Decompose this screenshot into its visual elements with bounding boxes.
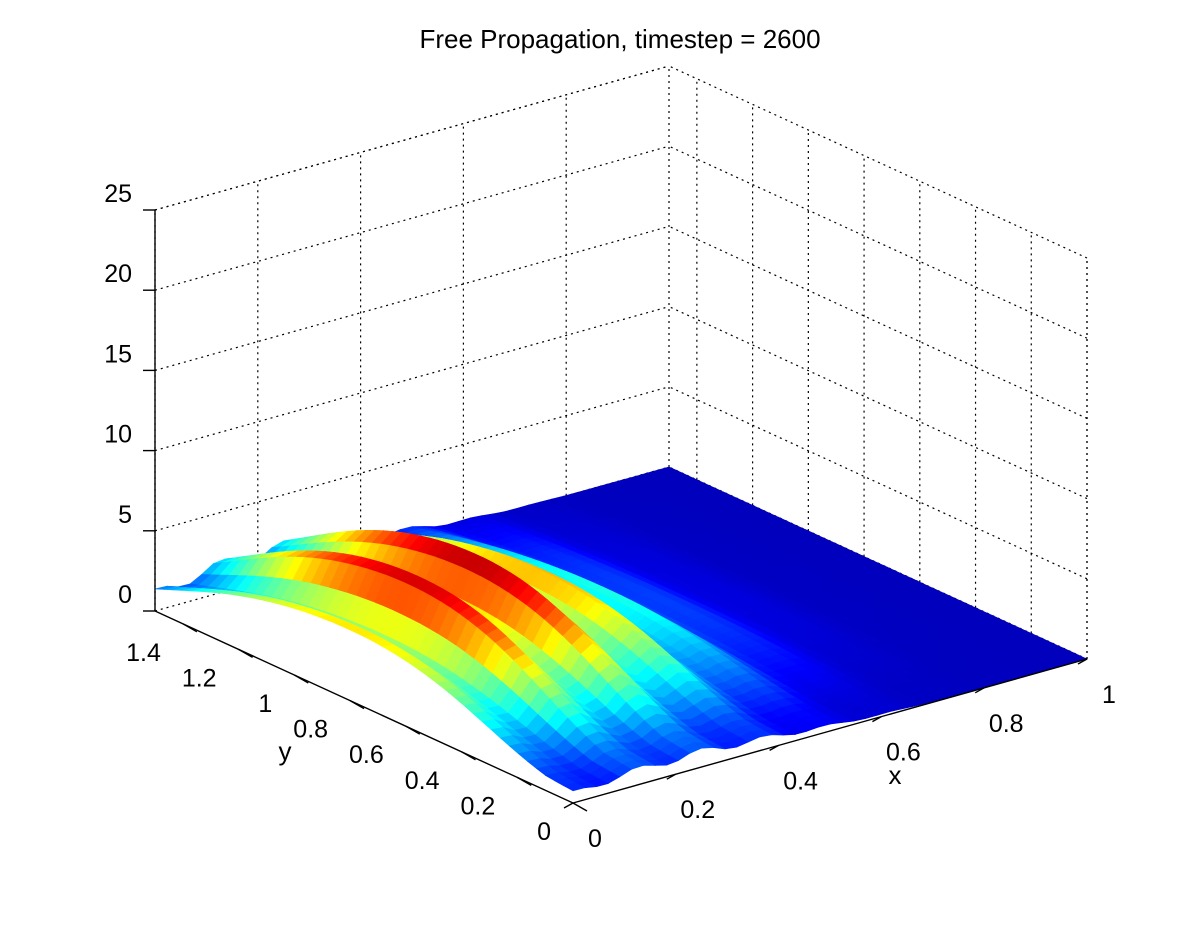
y-axis-label: y (279, 736, 292, 766)
grid-line-z (154, 386, 670, 532)
grid-line-z (668, 386, 1088, 580)
z-tick-label: 0 (118, 581, 132, 609)
surface (154, 466, 1088, 792)
x-tick (1077, 658, 1088, 665)
y-tick-label: 0.4 (405, 767, 440, 795)
x-tick (666, 773, 677, 780)
y-tick-label: 0.8 (293, 716, 328, 744)
grid-line-z (668, 65, 1088, 259)
chart-title: Free Propagation, timestep = 2600 (419, 24, 820, 54)
grid-line-z (668, 306, 1088, 500)
y-tick (238, 648, 253, 659)
z-tick-label: 10 (104, 421, 132, 449)
grid-line-z (154, 65, 670, 211)
x-axis-label: x (889, 760, 902, 790)
grid-line-z (154, 225, 670, 371)
y-tick (516, 776, 532, 787)
z-tick-label: 15 (104, 340, 132, 368)
grid-line-z (668, 145, 1088, 339)
y-tick (293, 674, 309, 684)
x-tick (872, 715, 882, 723)
z-tick-label: 25 (104, 180, 132, 208)
grid-edge (154, 65, 670, 211)
grid-line-z (668, 225, 1088, 419)
y-tick-label: 1 (258, 690, 272, 718)
x-tick (974, 687, 985, 694)
x-axis-line (572, 658, 1088, 804)
x-tick-label: 0.4 (783, 767, 818, 795)
y-tick (405, 725, 421, 735)
y-tick (461, 751, 476, 761)
x-tick-label: 1 (1102, 681, 1116, 709)
grid-line-z (154, 145, 670, 291)
x-tick (563, 802, 574, 809)
x-tick-label: 0.2 (680, 796, 715, 824)
x-tick (769, 744, 779, 752)
grid (154, 65, 1088, 660)
x-tick-label: 0 (588, 825, 602, 853)
axes (143, 209, 1088, 812)
y-tick (182, 623, 198, 633)
x-tick-label: 0.6 (886, 739, 921, 767)
z-tick-label: 5 (118, 501, 132, 529)
x-tick-label: 0.8 (989, 710, 1024, 738)
y-axis-line (154, 610, 574, 804)
y-tick-label: 1.4 (126, 639, 161, 667)
y-tick-label: 0.6 (349, 741, 384, 769)
z-tick-label: 20 (104, 260, 132, 288)
y-tick-label: 1.2 (182, 664, 217, 692)
surface-patch (563, 782, 586, 792)
y-tick (349, 699, 365, 710)
y-tick-label: 0 (537, 818, 551, 846)
y-tick-label: 0.2 (461, 792, 496, 820)
grid-line-z (154, 306, 670, 452)
y-tick (572, 802, 588, 812)
tick-labels: 00.20.40.60.8100.20.40.60.811.21.4051015… (104, 180, 1116, 853)
